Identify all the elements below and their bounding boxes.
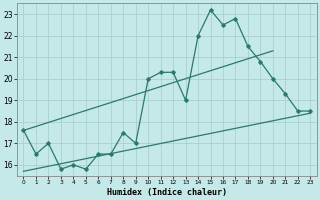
X-axis label: Humidex (Indice chaleur): Humidex (Indice chaleur): [107, 188, 227, 197]
